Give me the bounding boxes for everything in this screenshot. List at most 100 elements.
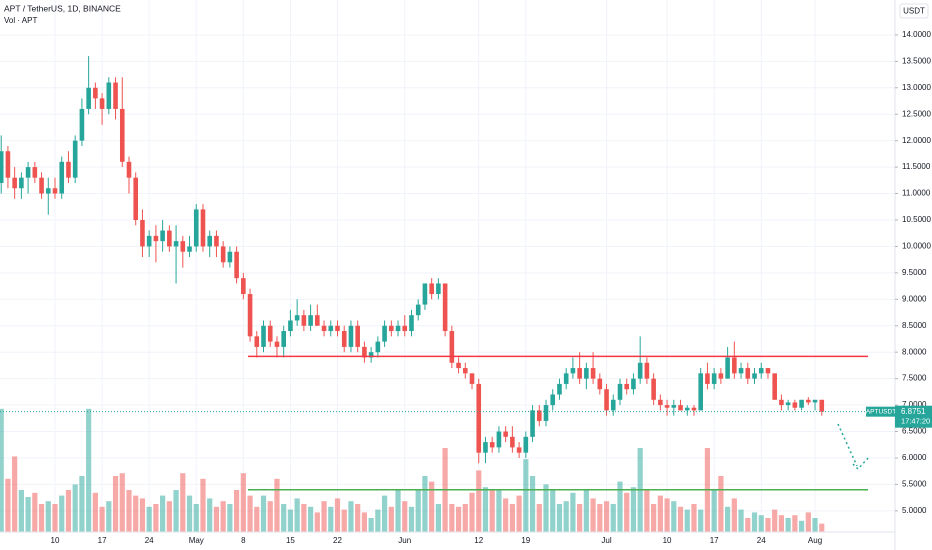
candle-body [510,436,515,448]
candle-body [241,278,246,295]
candle-body [456,362,461,369]
volume-bar [388,506,394,532]
candle-body [610,399,616,411]
volume-bar [153,504,159,532]
candle-body [651,378,656,400]
candle-body [375,341,381,353]
x-tick-label: Jul [601,536,611,545]
volume-bar [18,490,24,532]
candle-body [523,436,529,453]
candle-body [113,82,118,109]
volume-bar [355,504,361,532]
x-tick-label: 24 [757,536,766,545]
candle-body [200,209,206,247]
volume-bar [462,504,468,532]
volume-bar [25,497,31,532]
candle-body [274,341,280,347]
chart-title: APT / TetherUS, 1D, BINANCE [4,3,121,13]
x-tick-label: 17 [710,536,719,545]
volume-bar [476,470,482,532]
candle-body [214,235,219,247]
volume-bar [624,492,630,532]
y-tick-label: 12.0000 [902,136,931,145]
x-tick-label: Aug [808,536,822,545]
x-tick-label: 24 [145,536,154,545]
candle-body [436,283,441,295]
volume-bar [5,478,11,532]
volume-bar [227,504,233,532]
volume-bar [516,495,522,532]
candle-body [79,108,85,141]
candle-body [604,389,609,411]
candle-body [308,315,313,326]
candle-body [12,177,17,189]
candle-body [294,315,300,321]
volume-bar [691,504,697,532]
volume-bar [671,501,677,532]
volume-bar [65,490,72,532]
candle-body [779,399,784,406]
currency-box[interactable] [899,3,929,19]
x-tick-label: 19 [521,536,530,545]
candle-body [496,431,502,448]
y-tick-label: 5.0000 [902,506,927,515]
volume-bar [72,484,78,532]
volume-bar [287,509,294,532]
volume-bar [805,512,811,532]
volume-bar [395,490,401,532]
volume-bar [361,512,368,532]
candle-body [725,357,730,379]
candle-body [658,399,663,406]
candle-body [395,325,401,332]
volume-bar [321,501,327,532]
candle-body [288,320,293,332]
candle-body [93,87,98,99]
y-tick-label: 6.5000 [902,427,927,436]
volume-bar [180,473,186,532]
candle-body [678,405,683,411]
candle-body [577,368,582,379]
volume-bar [146,506,152,532]
volume-bar [106,501,112,532]
volume-bar [139,498,146,532]
volume-bar [79,476,85,532]
candle-body [72,140,78,178]
volume-bar [193,504,199,532]
candle-body [664,405,670,408]
volume-bar [375,509,381,532]
candle-body [415,304,421,316]
candle-body [153,235,159,242]
volume-bar [247,495,253,532]
volume-bar [543,484,549,532]
volume-bar [523,459,529,532]
candle-body [469,373,475,384]
volume-bar [536,504,542,532]
volume-bar [590,498,596,532]
y-tick-label: 8.0000 [902,347,927,356]
last-price-box [895,405,932,428]
candle-body [193,209,199,247]
candle-body [261,325,266,347]
volume-bar [160,495,166,532]
volume-bar [469,492,475,532]
y-tick-label: 11.0000 [902,189,931,198]
candle-body [732,357,737,374]
y-tick-label: 12.5000 [902,109,931,118]
volume-bar [281,504,287,532]
candle-body [691,407,697,411]
volume-bar [577,504,583,532]
candle-body [429,283,434,295]
candle-body [590,368,596,379]
y-tick-label: 11.5000 [902,162,931,171]
candle-body [247,294,253,337]
candle-body [315,315,320,326]
x-tick-label: 12 [474,536,483,545]
volume-bar [509,504,515,532]
candle-body [617,383,623,400]
volume-bar [274,478,280,532]
volume-bar [119,473,125,532]
candle-body [671,405,677,408]
candle-body [785,402,791,406]
candle-body [355,325,360,347]
